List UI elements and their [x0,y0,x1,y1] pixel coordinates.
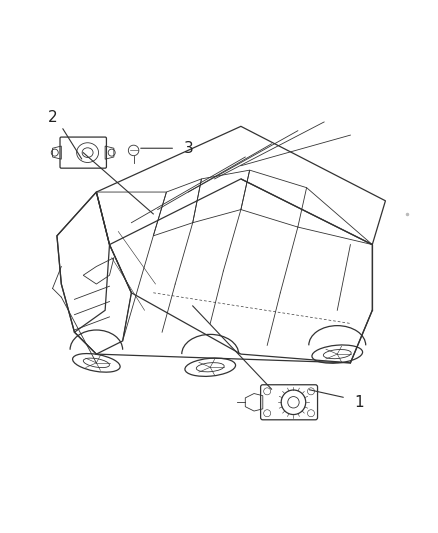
Text: 1: 1 [355,395,364,410]
Text: 2: 2 [48,110,57,125]
Text: 3: 3 [184,141,194,156]
